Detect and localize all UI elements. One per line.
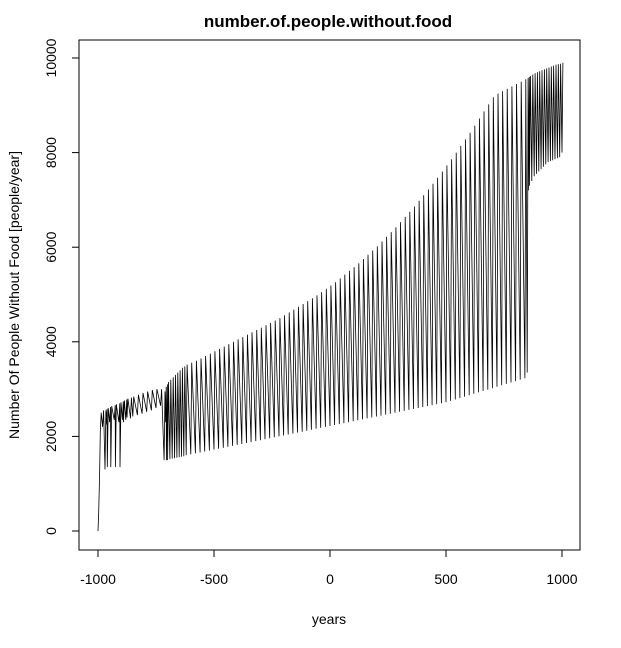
y-tick-label: 10000 <box>43 38 59 77</box>
series-line <box>97 62 564 532</box>
y-axis: 0 2000 4000 6000 8000 10000 <box>43 38 80 535</box>
x-tick-label: 0 <box>326 571 334 587</box>
y-tick-label: 0 <box>43 527 59 535</box>
x-axis: -1000 -500 0 500 1000 <box>80 549 578 587</box>
x-tick-label: -1000 <box>80 571 116 587</box>
y-tick-label: 2000 <box>43 421 59 452</box>
y-tick-label: 8000 <box>43 137 59 168</box>
y-tick-label: 6000 <box>43 231 59 262</box>
x-tick-label: 1000 <box>546 571 577 587</box>
x-tick-label: -500 <box>200 571 228 587</box>
x-axis-label: years <box>312 611 346 627</box>
y-axis-label: Number Of People Without Food [people/ye… <box>6 151 22 439</box>
y-tick-label: 4000 <box>43 326 59 357</box>
x-tick-label: 500 <box>434 571 458 587</box>
chart-title: number.of.people.without.food <box>204 12 452 31</box>
plot-area <box>97 62 564 532</box>
